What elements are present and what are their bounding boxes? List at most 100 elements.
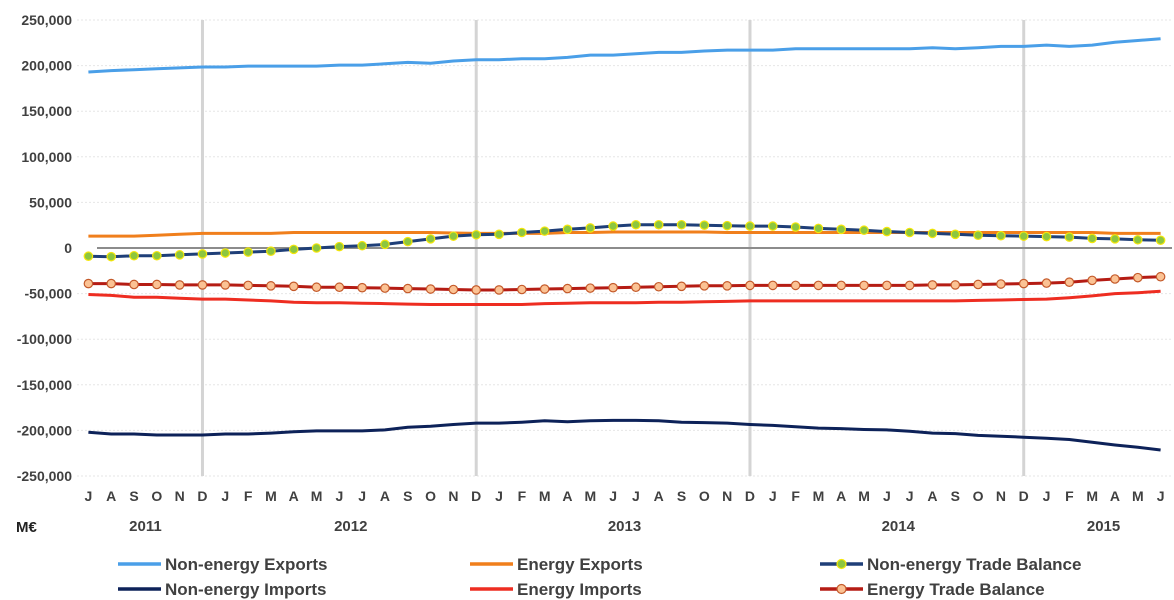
x-tick-label: S: [129, 488, 138, 504]
x-tick-label: J: [221, 488, 229, 504]
legend-marker: [836, 583, 847, 595]
y-tick-label: 0: [64, 240, 72, 256]
legend-item-energy-exports: Energy Exports: [470, 555, 643, 574]
x-tick-label: N: [448, 488, 458, 504]
data-point-non-energy-trade-balance: [722, 220, 732, 231]
x-tick-label: N: [996, 488, 1006, 504]
y-tick-label: 150,000: [21, 103, 72, 119]
x-tick-label: J: [358, 488, 366, 504]
x-tick-label: A: [836, 488, 846, 504]
y-tick-label: -200,000: [17, 422, 72, 438]
data-point-non-energy-trade-balance: [152, 250, 162, 261]
data-point-energy-trade-balance: [106, 278, 117, 289]
data-point-non-energy-trade-balance: [745, 221, 755, 231]
x-tick-label: D: [471, 488, 481, 504]
y-tick-label: 250,000: [21, 12, 72, 28]
data-point-non-energy-trade-balance: [562, 224, 573, 235]
x-tick-label: J: [335, 488, 343, 504]
x-tick-label: M: [1132, 488, 1144, 504]
data-point-non-energy-trade-balance: [106, 251, 117, 262]
data-point-non-energy-trade-balance: [539, 226, 550, 236]
gridlines: [77, 19, 1172, 477]
data-point-non-energy-trade-balance: [402, 236, 413, 247]
data-point-non-energy-trade-balance: [471, 229, 482, 240]
x-tick-label: F: [1065, 488, 1074, 504]
legend-marker: [836, 558, 847, 570]
data-point-energy-trade-balance: [1018, 278, 1029, 289]
data-point-energy-trade-balance: [996, 279, 1006, 289]
y-tick-label: 50,000: [29, 194, 72, 210]
data-point-energy-trade-balance: [722, 281, 732, 291]
data-point-energy-trade-balance: [243, 280, 253, 291]
data-point-non-energy-trade-balance: [448, 231, 459, 241]
data-point-non-energy-trade-balance: [243, 247, 253, 257]
data-point-energy-trade-balance: [813, 280, 824, 291]
y-tick-label: -50,000: [25, 286, 73, 302]
data-point-non-energy-trade-balance: [585, 223, 596, 233]
data-point-energy-trade-balance: [882, 280, 892, 291]
x-tick-label: J: [883, 488, 891, 504]
data-point-energy-trade-balance: [745, 280, 755, 291]
x-tick-label: M: [265, 488, 277, 504]
data-point-non-energy-trade-balance: [859, 225, 869, 236]
series-lines: [83, 37, 1166, 452]
x-tick-label: O: [425, 488, 436, 504]
x-tick-label: J: [1157, 488, 1165, 504]
year-label: 2013: [608, 518, 641, 535]
x-tick-label: O: [699, 488, 710, 504]
data-point-energy-trade-balance: [973, 279, 983, 290]
data-point-energy-trade-balance: [608, 282, 618, 293]
data-point-non-energy-trade-balance: [517, 227, 527, 238]
data-point-non-energy-trade-balance: [653, 219, 664, 230]
data-point-non-energy-trade-balance: [83, 251, 94, 262]
data-point-energy-trade-balance: [585, 283, 596, 293]
data-point-energy-trade-balance: [174, 280, 185, 290]
x-tick-label: M: [858, 488, 870, 504]
data-point-energy-trade-balance: [676, 281, 687, 292]
data-point-energy-trade-balance: [859, 280, 869, 291]
legend-label: Energy Imports: [517, 580, 642, 599]
legend-item-non-energy-imports: Non-energy Imports: [118, 580, 327, 599]
data-point-energy-trade-balance: [790, 280, 801, 291]
data-point-non-energy-trade-balance: [927, 228, 938, 239]
data-point-non-energy-trade-balance: [494, 229, 504, 240]
data-point-non-energy-trade-balance: [836, 224, 847, 235]
y-tick-label: -100,000: [17, 331, 72, 347]
data-point-energy-trade-balance: [402, 283, 413, 294]
data-point-energy-trade-balance: [1155, 271, 1166, 282]
y-axis-tick-labels: 250,000 200,000 150,000 100,000 50,000 0 -50,0…: [17, 12, 72, 484]
x-tick-label: N: [175, 488, 185, 504]
x-tick-label: D: [197, 488, 207, 504]
data-point-non-energy-trade-balance: [1155, 235, 1166, 246]
y-tick-label: -250,000: [17, 468, 72, 484]
data-point-non-energy-trade-balance: [950, 229, 961, 240]
series-line-energy-imports: [88, 289, 1161, 306]
data-point-non-energy-trade-balance: [676, 219, 687, 230]
legend-label: Energy Exports: [517, 555, 643, 574]
x-tick-label: J: [609, 488, 617, 504]
data-point-energy-trade-balance: [653, 281, 664, 292]
y-tick-label: 100,000: [21, 149, 72, 165]
legend-item-energy-imports: Energy Imports: [470, 580, 642, 599]
data-point-energy-trade-balance: [1041, 278, 1052, 288]
x-tick-label: S: [403, 488, 412, 504]
x-tick-label: J: [906, 488, 914, 504]
data-point-energy-trade-balance: [334, 282, 345, 293]
data-point-non-energy-trade-balance: [425, 234, 436, 244]
data-point-energy-trade-balance: [197, 280, 208, 290]
data-point-non-energy-trade-balance: [266, 246, 276, 256]
data-point-energy-trade-balance: [494, 285, 504, 295]
series-line-non-energy-exports: [88, 37, 1161, 74]
x-tick-label: A: [562, 488, 572, 504]
data-point-energy-trade-balance: [152, 279, 162, 290]
year-label: 2011: [129, 518, 162, 535]
data-point-non-energy-trade-balance: [1041, 231, 1052, 242]
data-point-energy-trade-balance: [539, 284, 550, 294]
data-point-energy-trade-balance: [950, 280, 961, 290]
data-point-energy-trade-balance: [129, 279, 139, 290]
x-tick-label: N: [722, 488, 732, 504]
data-point-energy-trade-balance: [471, 285, 482, 295]
data-point-energy-trade-balance: [266, 281, 276, 291]
